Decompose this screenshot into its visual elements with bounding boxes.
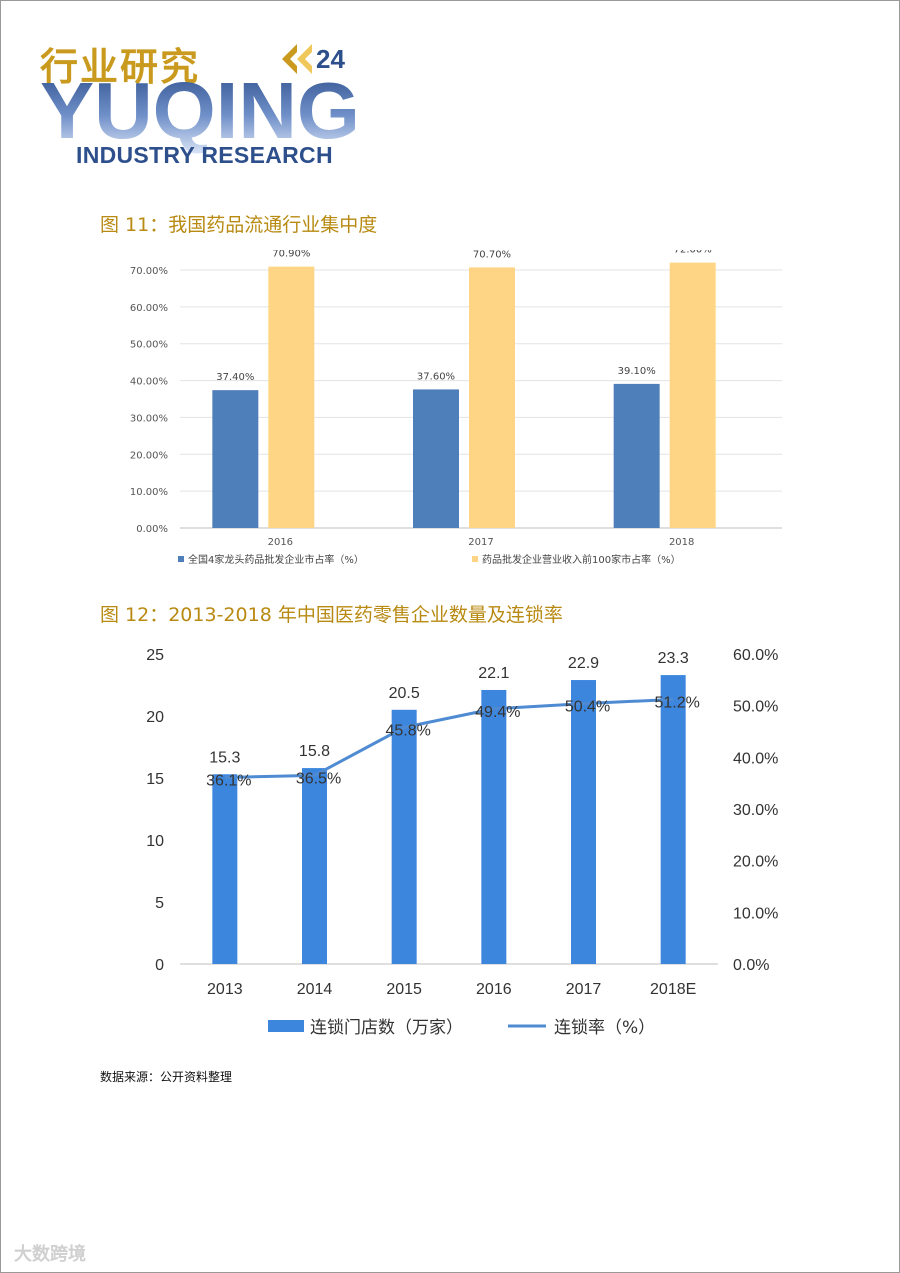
line-data-label: 50.4% [565, 699, 610, 716]
header-subtitle-en: INDUSTRY RESEARCH [76, 142, 333, 168]
legend-label: 连锁率（%） [554, 1018, 655, 1038]
x-tick-label: 2016 [268, 537, 293, 548]
watermark: 大数跨境 [14, 1244, 86, 1265]
bar-data-label: 22.1 [478, 665, 509, 682]
y-left-tick-label: 20 [146, 709, 164, 726]
bar [669, 262, 716, 528]
y-left-tick-label: 25 [146, 647, 164, 664]
figure-11-title: 图 11：我国药品流通行业集中度 [100, 214, 378, 236]
bar-data-label: 20.5 [389, 685, 420, 702]
y-tick-label: 60.00% [130, 303, 168, 314]
x-tick-label: 2015 [386, 981, 422, 998]
bar [268, 266, 315, 528]
y-left-tick-label: 10 [146, 833, 164, 850]
y-right-tick-label: 30.0% [733, 802, 778, 819]
legend-label: 全国4家龙头药品批发企业市占率（%） [188, 553, 364, 566]
y-tick-label: 0.00% [136, 524, 168, 535]
y-tick-label: 40.00% [130, 377, 168, 388]
chart-industry-concentration: 0.00% 10.00% 20.00% 30.00% 40.00% 50.00% 60.00… [130, 250, 782, 566]
line-data-label: 36.1% [206, 772, 251, 789]
chart-retail-chain-stores: 0 5 10 15 20 25 0.0% 10.0% 20.0% 30.0% 40.0% 50.0% 6… [146, 647, 778, 1038]
data-label: 70.70% [473, 250, 511, 260]
x-tick-label: 2017 [566, 981, 602, 998]
line-data-label: 51.2% [654, 694, 699, 711]
y-tick-label: 70.00% [130, 266, 168, 277]
line-data-label: 36.5% [296, 770, 341, 787]
legend-swatch-bar [268, 1020, 304, 1032]
bar [571, 680, 596, 964]
y-right-tick-label: 40.0% [733, 750, 778, 767]
y-right-tick-label: 0.0% [733, 957, 769, 974]
double-chevron-icon [282, 44, 312, 74]
data-label: 39.10% [618, 366, 656, 377]
data-label: 70.90% [272, 250, 310, 260]
data-label: 37.60% [417, 371, 455, 382]
bar [212, 774, 238, 964]
header-logo: 行业研究 24 YUQING INDUSTRY RESEARCH [40, 30, 370, 170]
x-tick-label: 2016 [476, 981, 512, 998]
brand-wordmark: YUQING [40, 74, 360, 154]
x-tick-label: 2017 [468, 537, 493, 548]
y-tick-label: 10.00% [130, 487, 168, 498]
x-tick-label: 2018 [669, 537, 694, 548]
bar [613, 383, 660, 528]
y-left-tick-label: 0 [155, 957, 164, 974]
x-tick-label: 2013 [207, 981, 243, 998]
brand-word: YUQING [40, 74, 360, 154]
x-tick-label: 2014 [297, 981, 333, 998]
y-left-tick-label: 5 [155, 895, 164, 912]
bar-data-label: 15.3 [209, 749, 240, 766]
header-title-cn: 行业研究 [40, 45, 201, 89]
line-data-label: 49.4% [475, 704, 520, 721]
y-tick-label: 20.00% [130, 450, 168, 461]
bar [302, 768, 327, 964]
bar [481, 689, 507, 964]
page-number: 24 [316, 44, 345, 74]
bar-data-label: 15.8 [299, 743, 330, 760]
legend-swatch [178, 556, 184, 562]
y-right-tick-label: 50.0% [733, 699, 778, 716]
bar [391, 709, 417, 964]
bar-data-label: 22.9 [568, 655, 599, 672]
bar-data-label: 23.3 [658, 650, 689, 667]
data-label: 72.00% [674, 250, 712, 256]
y-right-tick-label: 10.0% [733, 905, 778, 922]
y-tick-label: 30.00% [130, 413, 168, 424]
bar [212, 390, 259, 528]
legend-label: 连锁门店数（万家） [310, 1018, 463, 1038]
source-note: 数据来源：公开资料整理 [100, 1070, 233, 1084]
y-tick-label: 50.00% [130, 340, 168, 351]
y-left-tick-label: 15 [146, 771, 164, 788]
bar [413, 389, 459, 528]
line-data-label: 45.8% [385, 722, 430, 739]
data-label: 37.40% [216, 372, 254, 383]
legend-label: 药品批发企业营业收入前100家市占率（%） [482, 553, 681, 566]
legend-swatch [472, 556, 478, 562]
x-tick-label: 2018E [650, 981, 696, 998]
y-right-tick-label: 20.0% [733, 854, 778, 871]
y-right-tick-label: 60.0% [733, 647, 778, 664]
figure-12-title: 图 12：2013-2018 年中国医药零售企业数量及连锁率 [100, 604, 563, 626]
bar [469, 267, 515, 528]
bar [660, 675, 686, 964]
series-line [224, 697, 674, 779]
